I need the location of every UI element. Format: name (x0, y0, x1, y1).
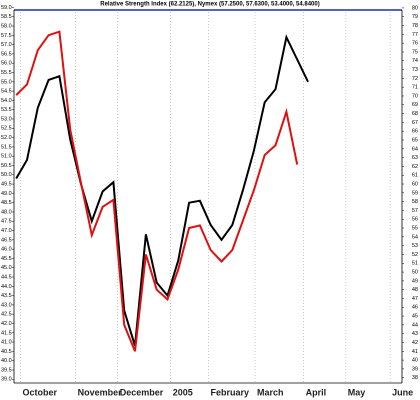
y2-tick-label: 40 (412, 358, 418, 364)
x-tick-label: April (306, 387, 327, 397)
y-tick-label: 45.0 (1, 265, 12, 271)
y2-tick-label: 63 (412, 155, 418, 161)
y-tick-label: 56.0 (1, 61, 12, 67)
y2-tick-label: 77 (412, 32, 418, 38)
y-tick-label: 51.0 (1, 154, 12, 160)
y-tick-label: 42.5 (1, 312, 12, 318)
y2-tick-label: 56 (412, 217, 418, 223)
y-tick-label: 58.0 (1, 23, 12, 29)
y-tick-label: 55.5 (1, 70, 12, 76)
y2-tick-label: 39 (412, 366, 418, 372)
y-tick-label: 52.5 (1, 126, 12, 132)
y-tick-label: 39.0 (1, 377, 12, 383)
y-tick-label: 46.0 (1, 247, 12, 253)
y2-tick-label: 48 (412, 287, 418, 293)
y2-tick-label: 69 (412, 102, 418, 108)
y2-tick-label: 62 (412, 164, 418, 170)
y-tick-label: 45.5 (1, 256, 12, 262)
y-tick-label: 46.5 (1, 237, 12, 243)
y2-tick-label: 75 (412, 49, 418, 55)
y2-tick-label: 73 (412, 67, 418, 73)
y2-tick-label: 51 (412, 261, 418, 267)
y-tick-label: 42.0 (1, 321, 12, 327)
y2-tick-label: 46 (412, 305, 418, 311)
y2-tick-label: 44 (412, 322, 418, 328)
y-tick-label: 47.0 (1, 228, 12, 234)
y2-tick-label: 65 (412, 137, 418, 143)
y-tick-label: 59.0 (1, 5, 12, 11)
y-tick-label: 39.5 (1, 367, 12, 373)
y2-tick-label: 42 (412, 340, 418, 346)
y-tick-label: 40.5 (1, 349, 12, 355)
y-tick-label: 54.0 (1, 98, 12, 104)
y2-tick-label: 61 (412, 173, 418, 179)
y2-tick-label: 70 (412, 93, 418, 99)
y2-tick-label: 76 (412, 41, 418, 47)
y-tick-label: 58.5 (1, 14, 12, 20)
y2-tick-label: 74 (412, 58, 418, 64)
y-tick-label: 43.5 (1, 293, 12, 299)
y2-tick-label: 80 (412, 5, 418, 11)
y2-tick-label: 45 (412, 314, 418, 320)
y-tick-label: 50.0 (1, 172, 12, 178)
line (15, 30, 299, 352)
y2-tick-label: 41 (412, 349, 418, 355)
x-tick-label: February (211, 387, 250, 397)
y-tick-label: 55.0 (1, 79, 12, 85)
chart-title: Relative Strength Index (62.2125), Nymex… (100, 2, 319, 8)
y-tick-label: 57.5 (1, 33, 12, 39)
y2-tick-label: 66 (412, 129, 418, 135)
y2-tick-label: 68 (412, 111, 418, 117)
y-tick-label: 56.5 (1, 51, 12, 57)
y2-tick-label: 52 (412, 252, 418, 258)
y2-tick-label: 67 (412, 120, 418, 126)
y2-tick-label: 50 (412, 270, 418, 276)
y-tick-label: 49.5 (1, 182, 12, 188)
y-tick-label: 44.5 (1, 274, 12, 280)
y2-tick-label: 71 (412, 85, 418, 91)
y2-tick-label: 57 (412, 208, 418, 214)
y2-tick-label: 38 (412, 375, 418, 381)
y2-tick-label: 58 (412, 199, 418, 205)
line (15, 34, 309, 347)
y2-tick-label: 54 (412, 234, 418, 240)
y2-tick-label: 59 (412, 190, 418, 196)
y2-tick-label: 47 (412, 296, 418, 302)
y2-tick-label: 53 (412, 243, 418, 249)
x-tick-label: June (392, 387, 413, 397)
y2-tick-label: 60 (412, 181, 418, 187)
y2-tick-label: 79 (412, 14, 418, 20)
y2-tick-label: 43 (412, 331, 418, 337)
y-tick-label: 49.0 (1, 191, 12, 197)
y2-tick-label: 55 (412, 225, 418, 231)
y-tick-label: 52.0 (1, 135, 12, 141)
y-tick-label: 43.0 (1, 302, 12, 308)
x-tick-label: May (348, 387, 366, 397)
y2-tick-label: 72 (412, 76, 418, 82)
x-tick-label: 2005 (173, 387, 193, 397)
y2-tick-label: 64 (412, 146, 418, 152)
y-tick-label: 44.0 (1, 284, 12, 290)
y-tick-label: 54.5 (1, 89, 12, 95)
y-tick-label: 50.5 (1, 163, 12, 169)
y2-tick-label: 78 (412, 23, 418, 29)
y-tick-label: 47.5 (1, 219, 12, 225)
y2-tick-label: 49 (412, 278, 418, 284)
y-tick-label: 41.0 (1, 340, 12, 346)
x-tick-label: October (22, 387, 57, 397)
y-tick-label: 48.0 (1, 209, 12, 215)
x-tick-label: November (78, 387, 123, 397)
y-tick-label: 40.0 (1, 358, 12, 364)
y-tick-label: 41.5 (1, 330, 12, 336)
y-tick-label: 57.0 (1, 42, 12, 48)
y-tick-label: 48.5 (1, 200, 12, 206)
y-tick-label: 53.5 (1, 107, 12, 113)
y-tick-label: 51.5 (1, 144, 12, 150)
y-tick-label: 53.0 (1, 116, 12, 122)
x-tick-label: December (120, 387, 164, 397)
x-tick-label: March (257, 387, 284, 397)
